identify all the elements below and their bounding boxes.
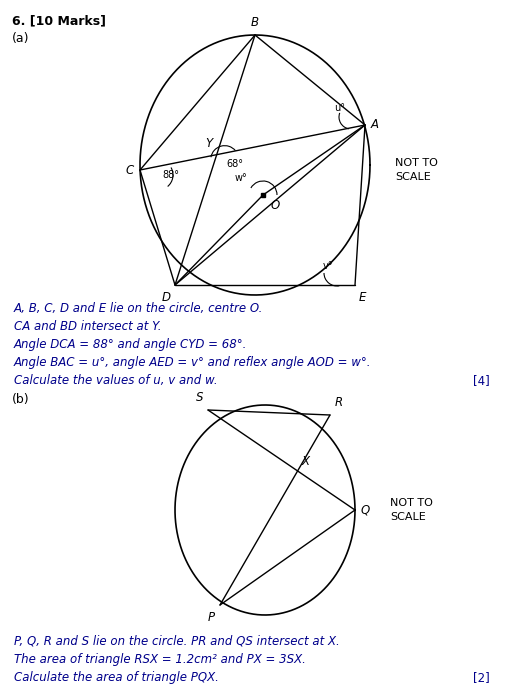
Text: Angle BAC = u°, angle AED = v° and reflex angle AOD = w°.: Angle BAC = u°, angle AED = v° and refle… xyxy=(14,356,372,369)
Text: Q: Q xyxy=(361,503,370,517)
Text: CA and BD intersect at Y.: CA and BD intersect at Y. xyxy=(14,320,161,333)
Text: NOT TO
SCALE: NOT TO SCALE xyxy=(395,158,438,182)
Text: NOT TO
SCALE: NOT TO SCALE xyxy=(390,498,433,522)
Text: (b): (b) xyxy=(12,393,30,406)
Text: The area of triangle RSX = 1.2cm² and PX = 3SX.: The area of triangle RSX = 1.2cm² and PX… xyxy=(14,653,306,666)
Text: X: X xyxy=(302,455,309,468)
Text: [2]: [2] xyxy=(473,671,490,684)
Text: Angle DCA = 88° and angle CYD = 68°.: Angle DCA = 88° and angle CYD = 68°. xyxy=(14,338,247,351)
Text: A: A xyxy=(371,118,379,132)
Text: (a): (a) xyxy=(12,32,30,45)
Text: D: D xyxy=(162,291,171,304)
Text: A, B, C, D and E lie on the circle, centre O.: A, B, C, D and E lie on the circle, cent… xyxy=(14,302,263,315)
Text: P, Q, R and S lie on the circle. PR and QS intersect at X.: P, Q, R and S lie on the circle. PR and … xyxy=(14,635,340,648)
Text: E: E xyxy=(359,291,366,304)
Text: 88°: 88° xyxy=(162,170,179,180)
Text: R: R xyxy=(335,396,343,409)
Text: B: B xyxy=(251,16,259,29)
Text: [4]: [4] xyxy=(473,374,490,387)
Text: Y: Y xyxy=(206,136,213,150)
Text: S: S xyxy=(195,391,203,404)
Text: 68°: 68° xyxy=(227,159,244,169)
Text: C: C xyxy=(126,164,134,176)
Text: O: O xyxy=(271,199,280,212)
Text: w°: w° xyxy=(234,173,247,183)
Text: 6. [10 Marks]: 6. [10 Marks] xyxy=(12,14,106,27)
Text: u°: u° xyxy=(334,103,345,113)
Text: v°: v° xyxy=(323,261,333,271)
Text: Calculate the area of triangle PQX.: Calculate the area of triangle PQX. xyxy=(14,671,219,684)
Text: Calculate the values of u, v and w.: Calculate the values of u, v and w. xyxy=(14,374,218,387)
Text: P: P xyxy=(208,611,215,624)
